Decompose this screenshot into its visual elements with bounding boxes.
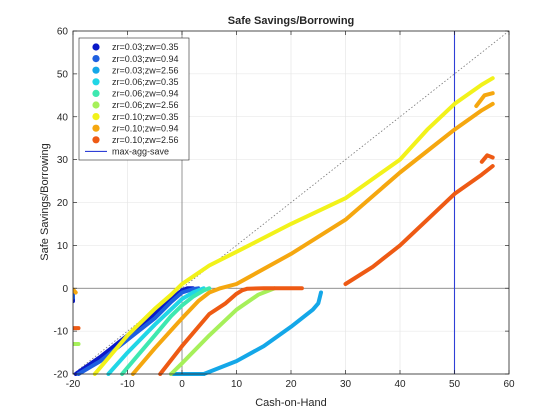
series-segment: [76, 286, 201, 376]
series-segment: [120, 286, 212, 376]
series-1: [73, 286, 195, 376]
legend-marker: [92, 101, 100, 109]
series-4: [106, 286, 206, 376]
y-tick-label: 30: [57, 155, 69, 166]
legend-label: zr=0.10;zw=2.56: [112, 135, 179, 145]
series-segment: [158, 286, 304, 376]
x-axis-label: Cash-on-Hand: [255, 397, 327, 409]
legend-marker: [92, 89, 100, 97]
legend-label: zr=0.10;zw=0.35: [112, 112, 179, 122]
legend-marker: [92, 113, 100, 121]
series-8: [73, 91, 495, 376]
series-segment: [73, 287, 78, 295]
y-tick-label: 40: [57, 112, 69, 123]
legend-label: zr=0.03;zw=0.94: [112, 54, 179, 64]
legend-label: zr=0.06;zw=2.56: [112, 100, 179, 110]
legend-label: zr=0.06;zw=0.35: [112, 77, 179, 87]
legend-label: max-agg-save: [112, 147, 169, 157]
chart-title: Safe Savings/Borrowing: [228, 15, 355, 27]
legend-marker: [92, 43, 100, 51]
y-tick-label: 60: [57, 27, 69, 38]
legend-label: zr=0.06;zw=0.94: [112, 89, 179, 99]
series-segment: [169, 286, 277, 376]
x-tick-label: 50: [449, 379, 461, 390]
legend-marker: [92, 124, 100, 132]
y-tick-label: 20: [57, 198, 69, 209]
series-6: [73, 286, 277, 376]
series-segment: [92, 76, 495, 376]
x-tick-label: 60: [503, 379, 515, 390]
x-tick-label: -20: [66, 379, 81, 390]
legend-marker: [92, 55, 100, 63]
legend: zr=0.03;zw=0.35 zr=0.03;zw=0.94zr=0.03;zw…: [78, 37, 190, 161]
series-9: [73, 153, 495, 376]
x-tick-label: 40: [394, 379, 406, 390]
x-tick-label: -10: [120, 379, 135, 390]
x-tick-label: 20: [285, 379, 297, 390]
y-tick-label: -20: [54, 370, 69, 381]
series-segment: [474, 91, 495, 108]
series-segment: [106, 286, 206, 376]
series-7: [92, 76, 495, 376]
series-segment: [201, 290, 323, 376]
series-2: [73, 286, 201, 376]
legend-marker: [92, 136, 100, 144]
legend-label: zr=0.03;zw=2.56: [112, 65, 179, 75]
y-tick-label: 0: [62, 284, 68, 295]
y-tick-label: 50: [57, 69, 69, 80]
series-5: [120, 286, 212, 376]
x-tick-label: 0: [179, 379, 185, 390]
legend-marker: [92, 78, 100, 86]
x-tick-label: 30: [340, 379, 352, 390]
y-tick-label: -10: [54, 327, 69, 338]
x-tick-label: 10: [231, 379, 243, 390]
y-axis-label: Safe Savings/Borrowing: [39, 143, 51, 260]
legend-label: zr=0.03;zw=0.35: [112, 42, 179, 52]
series-segment: [130, 101, 495, 376]
legend-marker: [92, 66, 100, 74]
series-segment: [479, 153, 495, 164]
y-tick-label: 10: [57, 241, 69, 252]
series-segment: [343, 164, 495, 286]
legend-label: zr=0.10;zw=0.94: [112, 123, 179, 133]
series-segment: [73, 286, 195, 376]
